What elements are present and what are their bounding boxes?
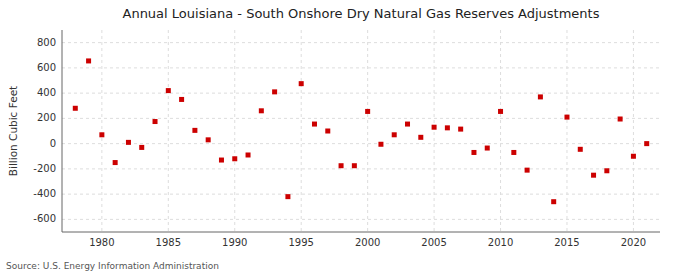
point bbox=[564, 115, 569, 120]
point bbox=[458, 127, 463, 132]
point bbox=[86, 58, 91, 63]
point bbox=[432, 125, 437, 130]
tick-labels: -600 -400 -200 0 200 400 600 800 1980 1985 1990 199… bbox=[33, 37, 646, 248]
y-tick-label: 200 bbox=[37, 112, 56, 123]
y-tick-label: 600 bbox=[37, 62, 56, 73]
point bbox=[192, 128, 197, 133]
title: Annual Louisiana - South Onshore Dry Nat… bbox=[123, 6, 600, 21]
grid-line-y bbox=[62, 93, 660, 94]
y-axis-line bbox=[62, 30, 63, 232]
point bbox=[485, 146, 490, 151]
point bbox=[365, 109, 370, 114]
point bbox=[113, 160, 118, 165]
grid-line-y bbox=[62, 168, 660, 169]
point bbox=[219, 158, 224, 163]
point bbox=[126, 140, 131, 145]
point bbox=[246, 152, 251, 157]
point bbox=[604, 168, 609, 173]
y-tick-label: 0 bbox=[50, 138, 56, 149]
point bbox=[471, 150, 476, 155]
point bbox=[445, 125, 450, 130]
x-tick-label: 2010 bbox=[488, 237, 513, 248]
point bbox=[631, 154, 636, 159]
points bbox=[73, 58, 649, 204]
grid-line-x bbox=[633, 30, 634, 232]
x-tick-label: 1985 bbox=[156, 237, 181, 248]
grid-line-x bbox=[168, 30, 169, 232]
point bbox=[392, 132, 397, 137]
y-tick-label: -200 bbox=[33, 163, 56, 174]
point bbox=[578, 147, 583, 152]
point bbox=[538, 94, 543, 99]
grid-line-y bbox=[62, 143, 660, 144]
chart: -600 -400 -200 0 200 400 600 800 1980 1985 1990 199… bbox=[0, 0, 675, 275]
y-tick-label: -400 bbox=[33, 188, 56, 199]
point bbox=[325, 129, 330, 134]
point bbox=[644, 141, 649, 146]
grid-line-y bbox=[62, 194, 660, 195]
grid-line-x bbox=[234, 30, 235, 232]
y-tick-label: -600 bbox=[33, 213, 56, 224]
grid-line-x bbox=[434, 30, 435, 232]
point bbox=[352, 163, 357, 168]
point bbox=[418, 135, 423, 140]
point bbox=[591, 173, 596, 178]
grid-line-x bbox=[566, 30, 567, 232]
x-tick-label: 1980 bbox=[89, 237, 114, 248]
grid-line-x bbox=[500, 30, 501, 232]
point bbox=[232, 156, 237, 161]
point bbox=[166, 88, 171, 93]
x-tick-label: 2015 bbox=[554, 237, 579, 248]
point bbox=[99, 132, 104, 137]
x-axis-line bbox=[62, 232, 660, 233]
x-tick-label: 2005 bbox=[421, 237, 446, 248]
point bbox=[551, 199, 556, 204]
x-tick-label: 1990 bbox=[222, 237, 247, 248]
point bbox=[511, 150, 516, 155]
point bbox=[405, 122, 410, 127]
point bbox=[312, 122, 317, 127]
point bbox=[272, 89, 277, 94]
y-tick-label: 400 bbox=[37, 87, 56, 98]
grid-line-y bbox=[62, 219, 660, 220]
point bbox=[498, 109, 503, 114]
grid bbox=[62, 30, 660, 232]
chart-container: -600 -400 -200 0 200 400 600 800 1980 1985 1990 199… bbox=[0, 0, 675, 275]
point bbox=[285, 194, 290, 199]
x-tick-label: 2020 bbox=[621, 237, 646, 248]
source-note: Source: U.S. Energy Information Administ… bbox=[6, 261, 219, 271]
grid-line-x bbox=[367, 30, 368, 232]
point bbox=[179, 97, 184, 102]
y-axis-label: Billion Cubic Feet bbox=[7, 86, 19, 176]
point bbox=[259, 108, 264, 113]
x-tick-label: 2000 bbox=[355, 237, 380, 248]
y-tick-label: 800 bbox=[37, 37, 56, 48]
grid-line-y bbox=[62, 42, 660, 43]
grid-line-x bbox=[101, 30, 102, 232]
point bbox=[378, 142, 383, 147]
point bbox=[139, 145, 144, 150]
point bbox=[153, 119, 158, 124]
point bbox=[339, 163, 344, 168]
point bbox=[73, 106, 78, 111]
grid-line-y bbox=[62, 118, 660, 119]
grid-line-y bbox=[62, 67, 660, 68]
point bbox=[299, 81, 304, 86]
point bbox=[525, 168, 530, 173]
point bbox=[618, 117, 623, 122]
x-tick-label: 1995 bbox=[288, 237, 313, 248]
grid-line-x bbox=[301, 30, 302, 232]
point bbox=[206, 137, 211, 142]
